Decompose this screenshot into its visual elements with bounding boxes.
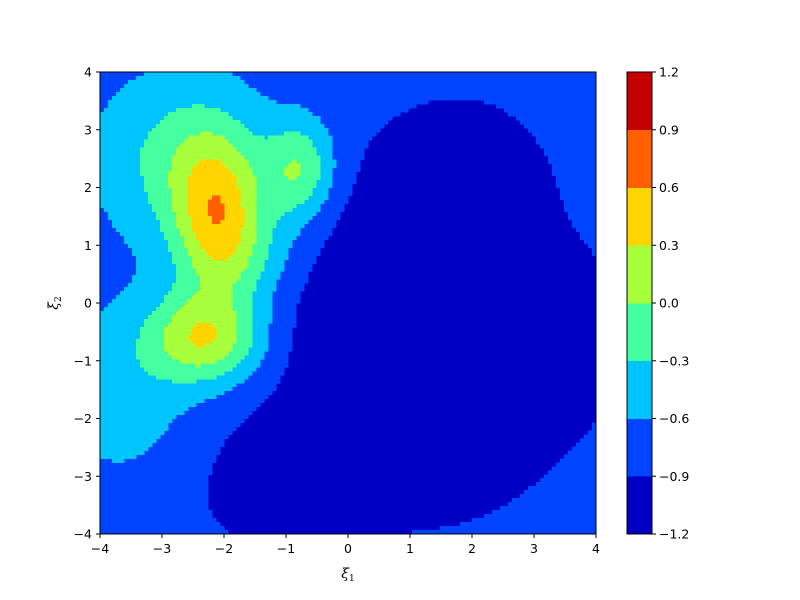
y-tick-label: 3 <box>84 122 92 137</box>
colorbar-tick-label: 0.3 <box>659 238 679 253</box>
x-axis-label: ξ1 <box>341 566 354 584</box>
y-tick-label: −2 <box>74 411 92 426</box>
x-tick-label: 3 <box>530 541 538 556</box>
colorbar: −1.2 −0.9 −0.6 −0.3 0.0 0.3 0.6 0.9 1.2 <box>626 65 689 542</box>
colorbar-tick-label: 1.2 <box>659 65 679 80</box>
contour-band-0 <box>208 99 596 534</box>
colorbar-band <box>627 187 652 246</box>
colorbar-tick-label: −0.9 <box>659 469 689 484</box>
y-tick-label: 4 <box>84 65 92 80</box>
y-tick-label: 2 <box>84 180 92 195</box>
contour-band-4 <box>164 131 301 368</box>
colorbar-tick-label: −0.6 <box>659 411 689 426</box>
y-tick-label: −4 <box>74 527 92 542</box>
colorbar-band <box>627 418 652 477</box>
y-tick-label: −3 <box>74 469 92 484</box>
y-tick-label: 1 <box>84 238 92 253</box>
x-tick-label: −4 <box>91 541 109 556</box>
x-tick-label: −3 <box>153 541 171 556</box>
colorbar-band <box>627 245 652 304</box>
x-tick-label: 1 <box>406 541 414 556</box>
x-tick-label: −2 <box>215 541 233 556</box>
contour-band-1 <box>100 72 596 534</box>
colorbar-tick-label: −1.2 <box>659 527 689 542</box>
y-axis-label: ξ2 <box>46 296 64 309</box>
colorbar-band <box>627 72 652 131</box>
contour-band-2 <box>100 72 337 463</box>
y-tick-label: 0 <box>84 296 92 311</box>
colorbar-tick-label: 0.0 <box>659 296 679 311</box>
contour-band-3 <box>136 103 321 384</box>
colorbar-tick-label: −0.3 <box>659 353 689 368</box>
colorbar-tick-label: 0.6 <box>659 180 679 195</box>
x-tick-label: 2 <box>468 541 476 556</box>
x-tick-label: 4 <box>592 541 600 556</box>
x-tick-label: −1 <box>277 541 295 556</box>
colorbar-tick-label: 0.9 <box>659 122 679 137</box>
colorbar-band <box>627 476 652 535</box>
y-tick-label: −1 <box>74 353 92 368</box>
contour-band-6 <box>208 195 225 224</box>
y-axis: −4 −3 −2 −1 0 1 2 3 4 <box>74 65 100 542</box>
contour-plot-area <box>100 72 596 534</box>
colorbar-band <box>627 303 652 362</box>
colorbar-band <box>627 129 652 188</box>
colorbar-band <box>627 360 652 419</box>
contour-band-5 <box>188 159 245 348</box>
x-axis: −4 −3 −2 −1 0 1 2 3 4 <box>91 534 600 556</box>
x-tick-label: 0 <box>344 541 352 556</box>
